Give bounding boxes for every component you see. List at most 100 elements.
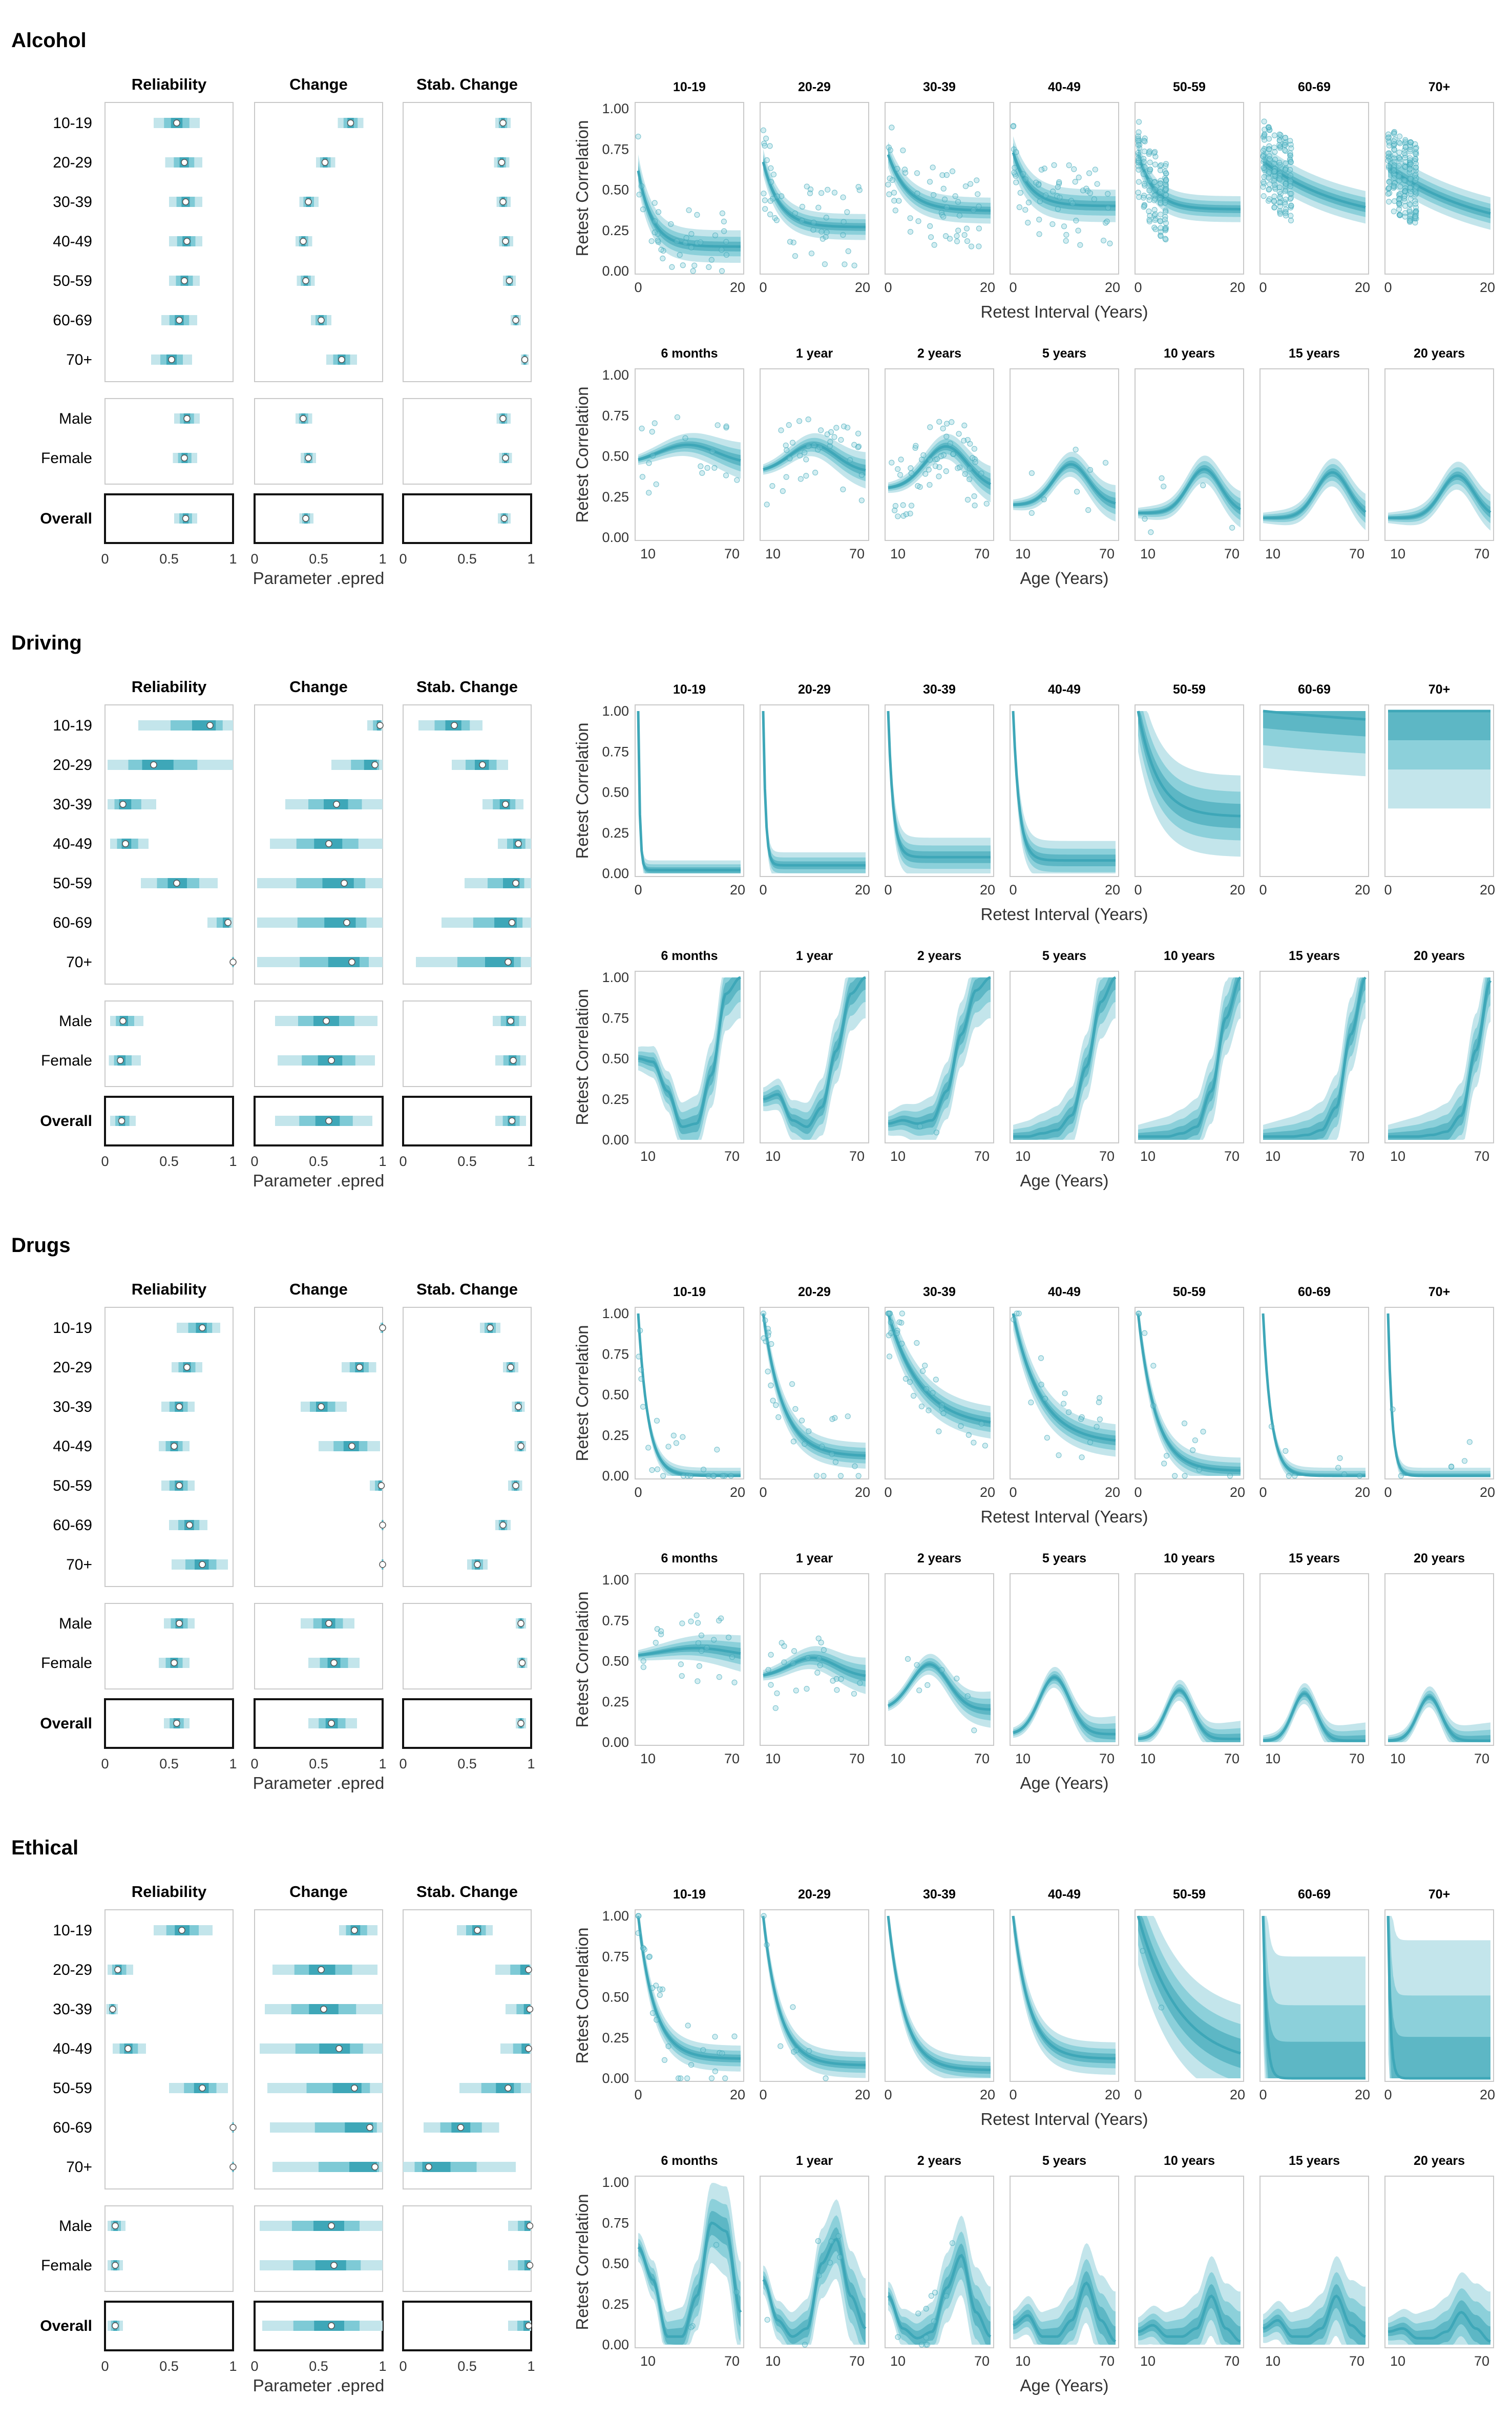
data-point (787, 239, 793, 245)
data-point (705, 1473, 711, 1479)
data-point (1025, 220, 1031, 226)
data-point (760, 127, 766, 133)
data-point (687, 1473, 694, 1479)
data-point (700, 2047, 706, 2053)
data-point (690, 268, 696, 274)
panel-title: 2 years (917, 1551, 961, 1566)
trend-line (1262, 1915, 1366, 2080)
data-point (1262, 131, 1268, 137)
data-point (1159, 475, 1165, 482)
data-point (1396, 196, 1402, 202)
data-point (1276, 137, 1283, 143)
group-label: 30-39 (53, 194, 92, 211)
section-title: Alcohol (11, 29, 87, 52)
median-point (499, 119, 507, 127)
x-tick-label: 1 (229, 1756, 237, 1771)
x-tick-label: 0.5 (159, 551, 179, 567)
data-point (805, 416, 811, 423)
data-point (1408, 191, 1414, 197)
panel-frame (1135, 1573, 1244, 1746)
data-point (762, 206, 768, 212)
x-tick-label: 0 (101, 551, 109, 567)
data-point (1066, 162, 1072, 169)
median-point (114, 1966, 121, 1973)
x-tick-label: 1 (379, 551, 386, 567)
data-point (923, 2342, 929, 2348)
median-point (173, 880, 180, 887)
data-point (936, 464, 942, 470)
data-point (899, 1341, 905, 1347)
data-point (961, 422, 968, 429)
panel-frame (254, 2205, 383, 2292)
x-tick-label: 20 (1230, 1485, 1245, 1500)
data-point (1172, 1473, 1178, 1479)
data-point (941, 196, 948, 202)
data-point (723, 252, 729, 258)
x-tick-label: 20 (855, 280, 870, 295)
data-point (976, 225, 982, 232)
trend-line (1137, 153, 1241, 211)
data-point (719, 247, 725, 253)
data-point (761, 191, 767, 197)
group-label: Female (41, 1655, 92, 1672)
data-point (1261, 157, 1267, 163)
panel-title: 5 years (1042, 346, 1086, 361)
column-title: Stab. Change (416, 1883, 518, 1901)
data-point (655, 231, 661, 237)
x-tick-label: 70 (849, 1149, 865, 1164)
data-point (933, 1376, 939, 1383)
y-tick-label: 0.00 (602, 2337, 629, 2352)
x-axis-title: Retest Interval (Years) (980, 1507, 1148, 1526)
y-tick-label: 0.75 (602, 141, 629, 157)
median-point (379, 1521, 386, 1529)
panel-title: 10-19 (673, 1887, 706, 1902)
group-label: 60-69 (53, 2119, 92, 2136)
data-point (927, 223, 933, 230)
data-point (635, 1930, 641, 1936)
x-tick-label: 0 (759, 1485, 767, 1500)
data-point (764, 157, 770, 163)
data-point (894, 1330, 900, 1336)
data-point (842, 261, 848, 267)
trend-line (1013, 1676, 1116, 1736)
data-point (1190, 1447, 1196, 1453)
data-point (733, 2289, 740, 2295)
median-point (525, 2045, 532, 2052)
data-point (1196, 1467, 1203, 1473)
panel-frame (104, 1603, 234, 1689)
group-label: Male (59, 1013, 92, 1030)
ci-band-inner (1388, 1916, 1490, 2078)
group-label: 50-59 (53, 2080, 92, 2097)
data-point (840, 486, 846, 492)
data-point (964, 238, 971, 244)
x-tick-label: 0 (250, 1756, 258, 1771)
data-point (695, 1678, 701, 1684)
data-point (967, 466, 973, 472)
data-point (924, 2342, 930, 2348)
data-point (1073, 217, 1079, 224)
x-tick-label: 20 (980, 882, 995, 898)
data-point (1162, 200, 1168, 206)
data-point (1288, 213, 1294, 219)
panel-title: 15 years (1289, 2154, 1340, 2168)
data-point (1050, 189, 1056, 195)
overall-frame (402, 1698, 532, 1749)
x-tick-label: 20 (1105, 280, 1120, 295)
y-axis-title: Retest Correlation (573, 723, 592, 859)
data-point (680, 262, 686, 268)
median-point (328, 2322, 335, 2329)
ci-band-inner (1263, 1690, 1366, 1742)
median-point (119, 1017, 127, 1025)
data-point (962, 183, 969, 190)
data-point (658, 1628, 664, 1634)
data-point (978, 1421, 985, 1427)
panel-frame (403, 2205, 532, 2292)
median-point (112, 2222, 119, 2229)
median-point (328, 2222, 335, 2229)
trend-line (638, 443, 741, 462)
panel-frame (760, 704, 869, 877)
x-tick-label: 70 (1349, 1751, 1364, 1766)
data-point (897, 472, 904, 478)
data-point (888, 1330, 894, 1336)
panel-title: 10-19 (673, 1285, 706, 1299)
